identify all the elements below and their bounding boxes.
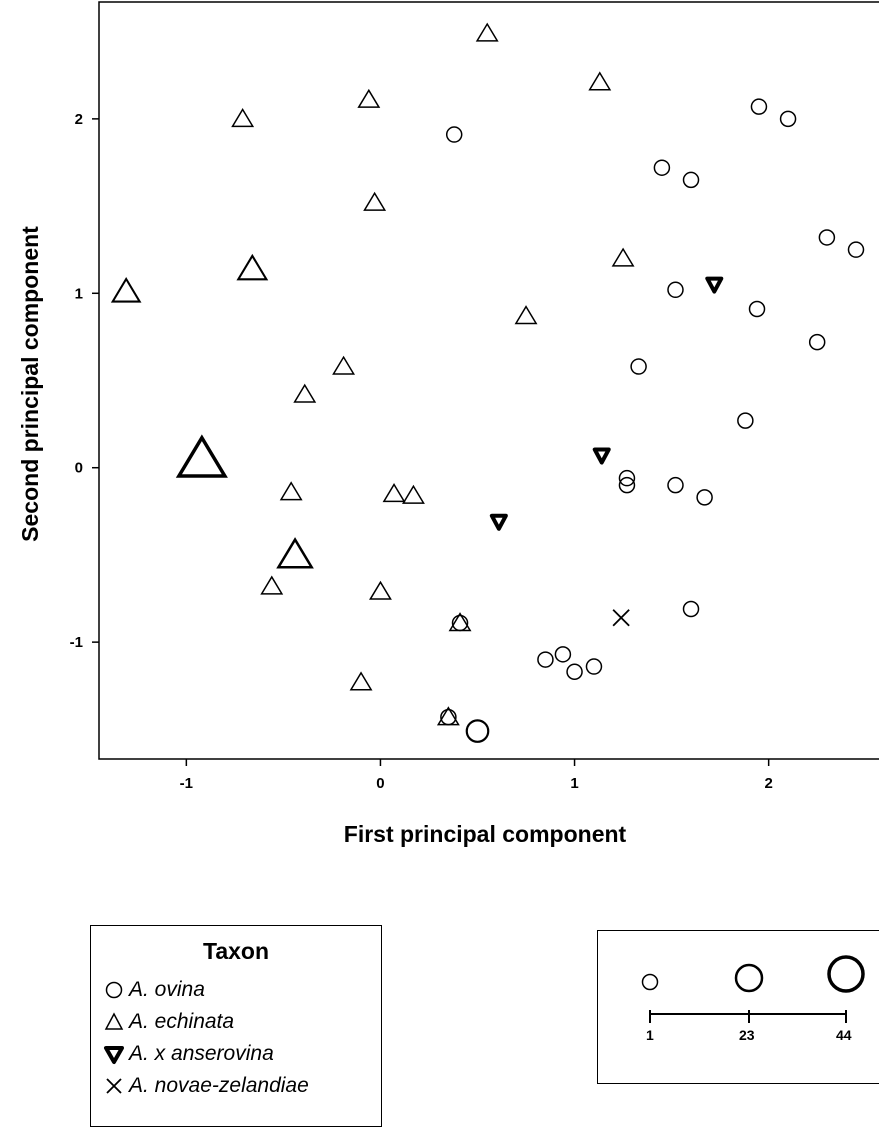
x-tick-label: 2 [764, 775, 772, 792]
x-axis-title: First principal component [344, 821, 627, 847]
triangle-marker-icon [104, 1012, 124, 1030]
point-echinata [357, 88, 381, 108]
point-ovina [748, 300, 766, 318]
point-ovina [750, 98, 768, 115]
legend-label: A. ovina [129, 978, 205, 1001]
point-echinata [514, 305, 538, 325]
y-tick-label: -1 [70, 634, 83, 651]
circle-marker-icon [105, 981, 123, 999]
point-anserovina [705, 276, 724, 294]
point-echinata [293, 383, 317, 403]
point-ovina [566, 663, 583, 681]
point-echinata [382, 483, 406, 503]
point-ovina [682, 171, 700, 189]
x-tick-label: 1 [570, 775, 578, 792]
point-ovina [818, 229, 836, 246]
x-axis-ticks: -1 0 1 2 [180, 759, 773, 792]
point-anserovina [592, 447, 611, 465]
point-ovina [737, 412, 754, 429]
point-ovina [465, 719, 490, 743]
size-marker-medium [734, 963, 764, 993]
point-echinata [231, 108, 255, 128]
point-echinata [436, 706, 460, 726]
plot-frame [98, 1, 879, 760]
y-axis-ticks: -1 0 1 2 [70, 111, 99, 651]
point-ovina [779, 110, 797, 128]
point-echinata [349, 671, 373, 691]
scatter-chart: -1 0 1 2 -1 0 1 2 First principal component Se… [17, 1, 879, 847]
size-tick-label: 44 [836, 1027, 852, 1043]
point-echinata [260, 575, 284, 595]
point-ovina [847, 241, 865, 258]
legend-label: A. echinata [129, 1010, 235, 1033]
point-echinata [401, 484, 425, 504]
legend-item-novae-zelandiae: A. novae-zelandiae [103, 1070, 309, 1102]
legend-label: A. x anserovina [129, 1042, 274, 1065]
y-tick-label: 1 [75, 285, 83, 302]
point-anserovina [489, 513, 508, 531]
size-tick-label: 23 [739, 1027, 755, 1043]
point-echinata [175, 434, 228, 478]
point-ovina [653, 159, 671, 176]
point-echinata [448, 612, 472, 632]
y-tick-label: 2 [75, 111, 83, 128]
legend-title: Taxon [202, 938, 270, 964]
y-tick-label: 0 [75, 460, 83, 477]
point-ovina [667, 476, 684, 494]
point-ovina [618, 476, 636, 494]
point-ovina [445, 126, 463, 143]
size-tick-label: 1 [646, 1027, 654, 1043]
filled-down-triangle-marker-icon [104, 1046, 124, 1064]
size-legend: 1 23 44 [597, 930, 879, 1084]
point-echinata [475, 22, 499, 42]
legend-item-ovina: A. ovina [103, 974, 205, 1006]
legend-item-echinata: A. echinata [103, 1006, 234, 1038]
point-echinata [236, 253, 269, 281]
point-novae-zelandiae [612, 609, 630, 627]
point-echinata [332, 355, 356, 375]
x-tick-label: 0 [376, 775, 384, 792]
point-echinata [611, 247, 635, 267]
point-ovina [808, 333, 826, 351]
size-legend-graphic [641, 955, 865, 1023]
point-ovina [537, 651, 554, 668]
point-echinata [276, 537, 314, 569]
size-marker-large [827, 955, 865, 993]
legend-item-anserovina: A. x anserovina [103, 1038, 274, 1070]
cross-marker-icon [106, 1078, 122, 1094]
point-ovina [696, 489, 713, 506]
point-echinata [363, 191, 387, 211]
x-tick-label: -1 [180, 775, 193, 792]
y-axis-title: Second principal component [17, 226, 43, 542]
point-ovina [618, 469, 636, 487]
point-echinata [110, 277, 142, 303]
point-ovina [585, 658, 603, 675]
point-echinata [588, 71, 612, 91]
point-ovina [667, 281, 684, 299]
point-ovina [554, 646, 572, 663]
point-ovina [682, 600, 700, 618]
data-points [110, 22, 865, 743]
legend-label: A. novae-zelandiae [129, 1074, 309, 1097]
taxon-legend: Taxon A. ovina A. echinata A. x anserovi… [90, 925, 382, 1127]
point-echinata [369, 580, 392, 600]
point-echinata [279, 481, 303, 501]
point-ovina [630, 358, 647, 375]
size-marker-small [641, 973, 659, 991]
